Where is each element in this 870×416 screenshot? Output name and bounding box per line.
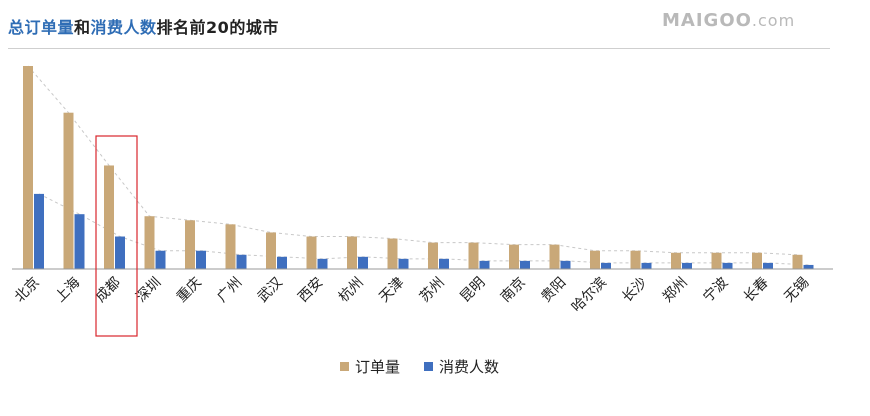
bar-users-4 [155, 250, 166, 269]
category-label-11: 苏州 [417, 275, 448, 306]
title-part-users: 消费人数 [90, 18, 157, 37]
legend-swatch-users [424, 362, 434, 371]
category-label-9: 杭州 [336, 275, 367, 306]
trend-line-orders [27, 65, 798, 256]
category-label-1: 北京 [12, 275, 43, 306]
bar-orders-19 [752, 252, 762, 269]
category-label-17: 郑州 [660, 275, 691, 306]
bar-orders-18 [711, 252, 722, 269]
bar-users-8 [317, 258, 328, 269]
category-label-19: 长春 [741, 275, 772, 306]
bar-orders-3 [104, 165, 114, 269]
category-label-8: 西安 [295, 275, 326, 306]
maigoo-watermark: MAIGOO.com [662, 10, 795, 31]
bar-users-14 [560, 260, 571, 269]
category-label-13: 南京 [498, 275, 529, 306]
category-label-5: 重庆 [174, 275, 205, 306]
bar-users-10 [398, 258, 409, 269]
bar-users-3 [115, 236, 125, 269]
bar-users-16 [641, 262, 652, 269]
watermark-brand: MAIGOO [662, 10, 752, 31]
watermark-suffix: .com [751, 11, 796, 30]
category-label-15: 哈尔滨 [569, 275, 610, 316]
bar-users-1 [34, 193, 44, 269]
title-part-orders: 总订单量 [8, 18, 75, 37]
bar-users-20 [803, 264, 814, 269]
category-label-10: 天津 [376, 275, 407, 306]
bar-orders-8 [306, 236, 317, 269]
bar-orders-11 [428, 242, 438, 269]
bar-users-19 [763, 262, 773, 269]
category-label-6: 广州 [214, 275, 245, 306]
bar-orders-20 [792, 254, 803, 269]
bar-orders-7 [266, 232, 276, 269]
bar-users-6 [236, 254, 247, 269]
bar-orders-13 [509, 244, 519, 269]
bar-orders-6 [225, 224, 236, 269]
legend: 订单量 消费人数 [340, 356, 523, 377]
category-label-16: 长沙 [619, 275, 650, 306]
bar-orders-15 [590, 250, 600, 269]
category-label-7: 武汉 [255, 275, 286, 306]
bar-users-7 [277, 256, 287, 269]
bar-orders-17 [671, 252, 681, 269]
bar-orders-12 [468, 242, 479, 269]
chart-title: 总订单量和消费人数排名前20的城市 [8, 14, 279, 38]
legend-item-users: 消费人数 [424, 356, 499, 377]
highlight-box [95, 135, 138, 337]
bar-users-15 [601, 262, 611, 269]
bar-orders-9 [347, 236, 357, 269]
bar-orders-5 [185, 220, 195, 269]
bar-orders-2 [63, 112, 74, 269]
category-label-20: 无锡 [781, 275, 812, 306]
title-divider [8, 48, 830, 49]
legend-label-orders: 订单量 [355, 358, 401, 376]
category-labels: 北京 上海 成都 深圳 重庆 广州 武汉 西安 杭州 天津 苏州 昆明 南京 贵阳 哈尔滨 长沙 郑州 宁波 长春无… [12, 274, 813, 316]
category-label-2: 上海 [52, 275, 83, 306]
bar-users-5 [196, 250, 206, 269]
bar-orders-10 [387, 238, 398, 269]
category-label-3: 成都 [93, 275, 124, 306]
category-label-12: 昆明 [457, 275, 488, 306]
bar-users-2 [74, 214, 85, 269]
bar-users-18 [722, 262, 733, 269]
bar-users-12 [479, 260, 490, 269]
title-part-rest: 排名前20的城市 [156, 18, 279, 37]
legend-item-orders: 订单量 [340, 356, 400, 377]
category-label-4: 深圳 [133, 275, 164, 306]
legend-label-users: 消费人数 [439, 358, 500, 376]
bar-users-17 [682, 262, 692, 269]
bar-orders-16 [630, 250, 641, 269]
category-label-14: 贵阳 [538, 275, 569, 306]
bar-users-13 [520, 260, 530, 269]
bar-users-9 [358, 256, 368, 269]
bar-orders-4 [144, 216, 155, 269]
bar-orders-14 [549, 244, 560, 269]
bars [23, 66, 814, 269]
legend-swatch-orders [340, 362, 349, 371]
bar-users-11 [439, 258, 449, 269]
bar-orders-1 [23, 66, 33, 269]
category-label-18: 宁波 [700, 274, 732, 306]
title-part-and: 和 [74, 18, 91, 37]
